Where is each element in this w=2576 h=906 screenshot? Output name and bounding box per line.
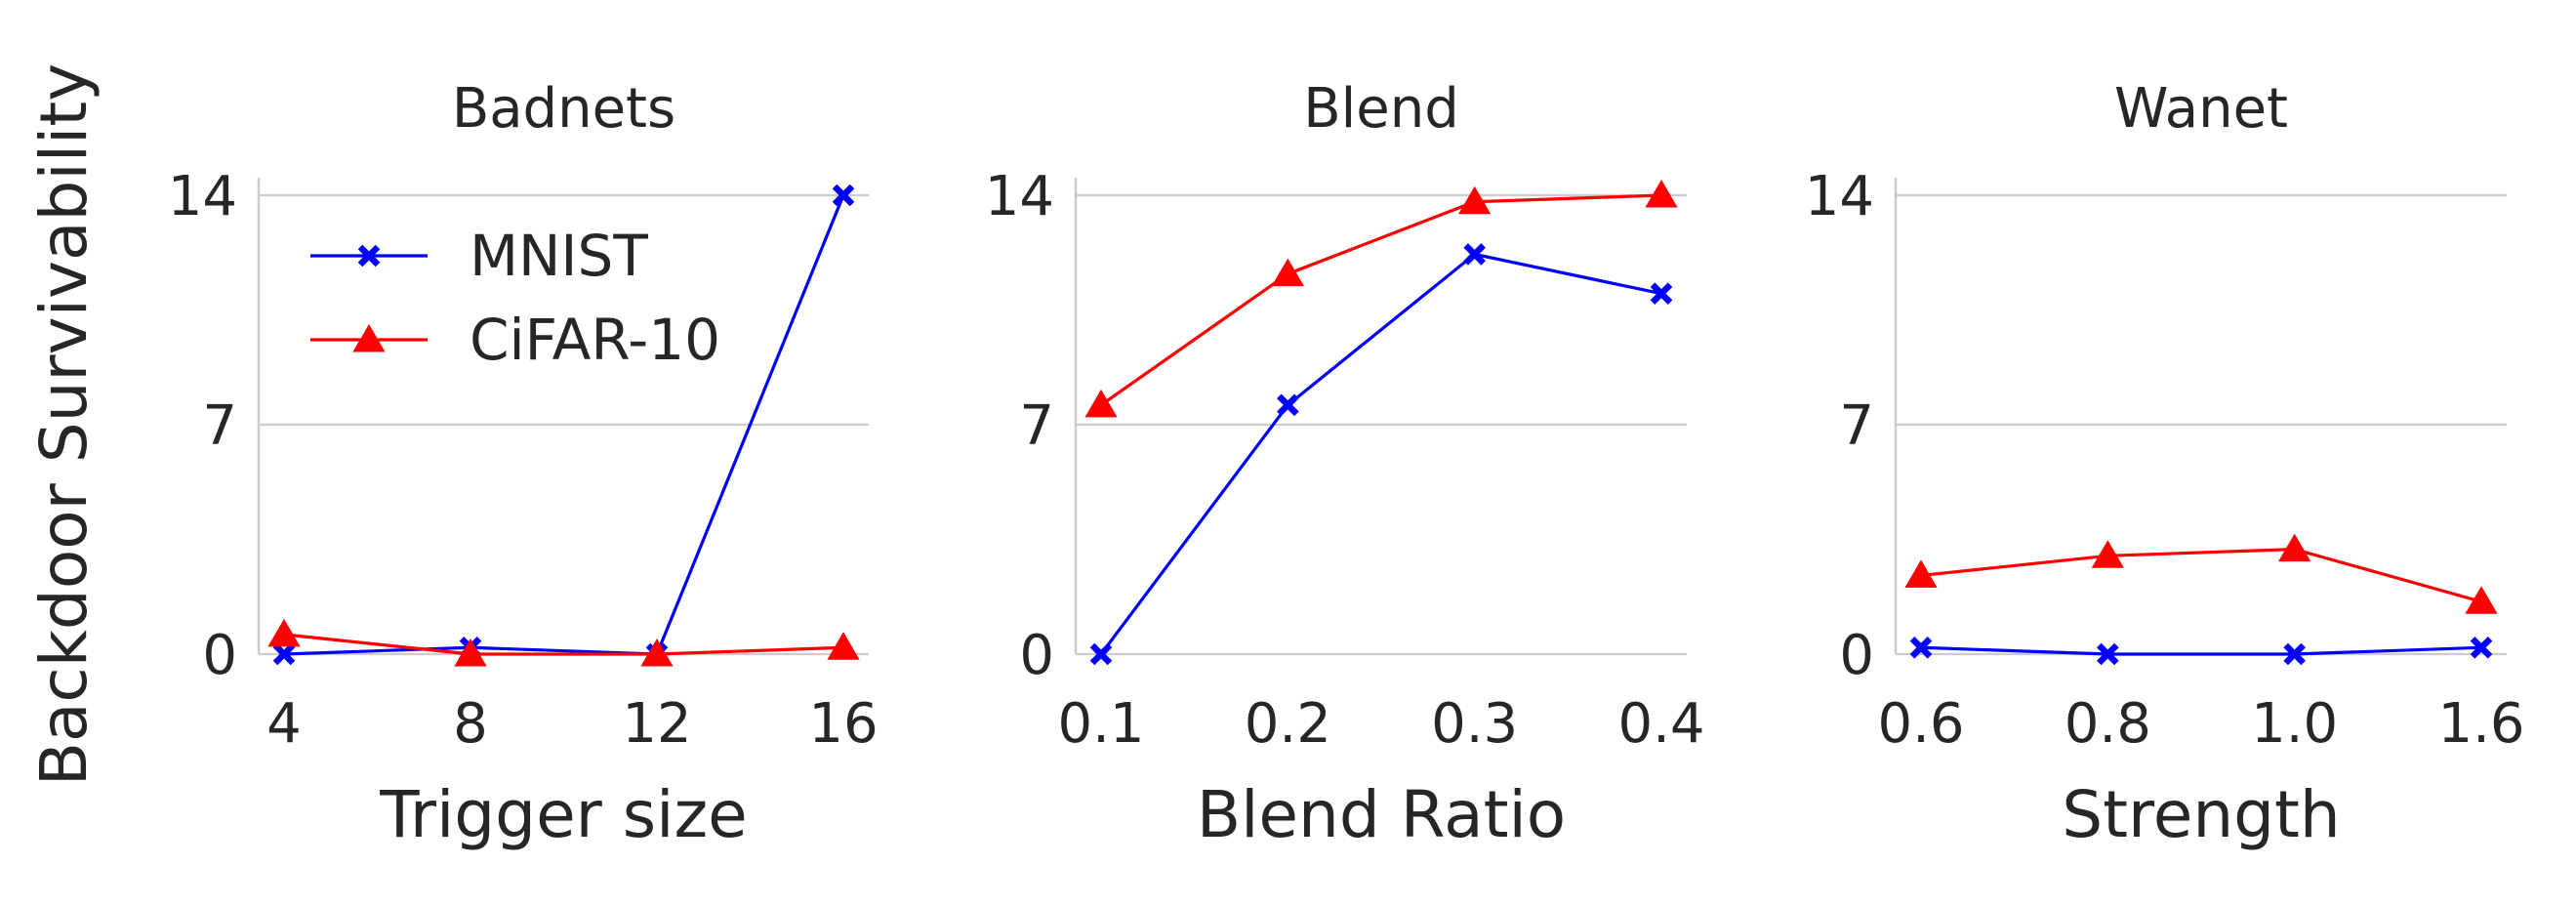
y-tick-label: 7 (1019, 394, 1054, 458)
data-point-cifar-10 (1271, 258, 1304, 287)
data-point-mnist (272, 642, 296, 666)
data-point-mnist (832, 184, 855, 207)
data-point-mnist (1909, 636, 1933, 659)
data-point-cifar-10 (267, 618, 301, 647)
y-tick-label: 7 (1839, 394, 1874, 458)
x-tick-label: 1.6 (2437, 692, 2524, 756)
x-tick-label: 0.2 (1245, 692, 1331, 756)
series-line-mnist (1099, 252, 1662, 655)
data-point-mnist (1463, 243, 1486, 266)
x-tick-label: 0.8 (2065, 692, 2151, 756)
panel-badnets: 0 7 14 4 8 12 16 Badnets Trigger size (168, 77, 879, 852)
data-point-mnist (2097, 642, 2119, 666)
panel-title: Badnets (452, 77, 675, 141)
x-tick-label: 16 (808, 692, 878, 756)
data-point-cifar-10 (1458, 185, 1492, 215)
x-axis-label: Blend Ratio (1197, 777, 1566, 852)
data-point-cifar-10 (1645, 180, 1678, 208)
data-point-mnist (2283, 642, 2306, 666)
y-tick-label: 0 (1019, 624, 1054, 687)
y-axis-label: Backdoor Survivability (26, 63, 102, 787)
legend-marker-icon (357, 244, 381, 268)
y-tick-label: 14 (985, 165, 1054, 228)
legend-entry-mnist: MNIST (310, 223, 648, 289)
series-line-mnist (1920, 645, 2482, 656)
data-point-cifar-10 (2465, 586, 2498, 614)
x-tick-label: 8 (453, 692, 488, 756)
x-axis-label: Strength (2062, 777, 2341, 852)
series-line-cifar-10 (283, 633, 844, 656)
x-tick-label: 0.3 (1431, 692, 1518, 756)
series-line-cifar-10 (1920, 547, 2482, 603)
data-point-cifar-10 (1904, 559, 1938, 588)
panel-title: Blend (1303, 77, 1458, 141)
data-point-mnist (1277, 393, 1299, 417)
x-axis-label: Trigger size (379, 777, 748, 852)
data-point-cifar-10 (454, 638, 487, 667)
data-point-cifar-10 (1084, 389, 1118, 418)
y-tick-label: 0 (202, 624, 237, 687)
legend: MNIST CiFAR-10 (310, 223, 720, 373)
legend-entry-cifar-10: CiFAR-10 (310, 307, 720, 373)
legend-label: CiFAR-10 (470, 307, 720, 373)
panel-title: Wanet (2114, 77, 2288, 141)
data-point-mnist (2470, 636, 2493, 659)
legend-label: MNIST (470, 223, 648, 289)
x-tick-label: 4 (266, 692, 302, 756)
y-tick-label: 7 (202, 394, 237, 458)
y-tick-label: 14 (1805, 165, 1874, 228)
series-line-cifar-10 (1100, 193, 1662, 407)
x-tick-label: 0.4 (1617, 692, 1704, 756)
data-point-cifar-10 (2091, 540, 2124, 568)
data-point-mnist (1089, 642, 1113, 666)
x-tick-label: 1.0 (2251, 692, 2338, 756)
panel-blend: 0 7 14 0.1 0.2 0.3 0.4 Blend Blend Ratio (985, 77, 1705, 852)
x-tick-label: 0.1 (1057, 692, 1144, 756)
legend-marker-icon (352, 324, 386, 352)
data-point-cifar-10 (640, 638, 674, 667)
y-tick-label: 14 (168, 165, 237, 228)
panel-wanet: 0 7 14 0.6 0.8 1.0 1.6 Wanet Strength (1805, 77, 2525, 852)
data-point-cifar-10 (827, 632, 860, 660)
x-tick-label: 0.6 (1877, 692, 1964, 756)
data-point-cifar-10 (2278, 533, 2311, 562)
x-tick-label: 12 (622, 692, 691, 756)
data-point-mnist (1650, 282, 1673, 306)
series-line-mnist (283, 194, 845, 656)
y-tick-label: 0 (1839, 624, 1874, 687)
